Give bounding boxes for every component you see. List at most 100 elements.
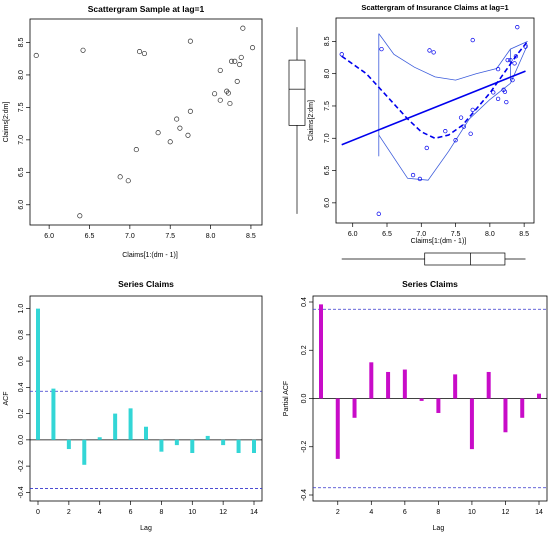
x-tick-label: 8 [436, 509, 440, 516]
y-tick-label: 6.0 [324, 198, 331, 208]
scatter-point [505, 57, 510, 63]
scatter-point [424, 145, 429, 151]
plot-frame [335, 17, 535, 224]
x-tick-label: 7.5 [451, 231, 461, 238]
x-tick-label: 8.0 [206, 233, 216, 240]
scatter-point [141, 50, 147, 57]
scatter-point [443, 129, 448, 134]
smoother-line [341, 40, 529, 140]
x-axis-label: Lag [140, 525, 152, 532]
scatter-point [431, 50, 436, 55]
scatter-point [461, 124, 466, 129]
x-tick-label: 6.0 [44, 233, 54, 240]
plot-frame [29, 18, 263, 226]
y-tick-label: 0.0 [301, 394, 308, 404]
y-axis-label: Claims[2:dm] [3, 102, 10, 143]
y-tick-label: 6.5 [324, 166, 331, 176]
x-tick-label: 6 [129, 509, 133, 516]
x-axis-label: Lag [433, 525, 445, 532]
x-tick-label: 6.0 [348, 231, 358, 238]
x-tick-label: 12 [502, 509, 510, 516]
scatter-point [187, 108, 193, 114]
x-tick-label: 6.5 [85, 233, 95, 240]
chart-title: Series Claims [402, 279, 458, 289]
scatter-point [510, 77, 515, 83]
y-tick-label: 7.0 [18, 135, 25, 145]
scatter-point [234, 78, 240, 84]
scatter-point [33, 52, 39, 59]
y-tick-label: 0.0 [18, 435, 25, 445]
y-boxplot-box [288, 59, 306, 126]
y-tick-label: 0.2 [18, 409, 25, 419]
x-tick-label: 8 [159, 509, 163, 516]
panel-scatter-sample: Scattergram Sample at lag=1 6.0 6.5 7.0 7.5 8… [3, 4, 263, 259]
scatter-point [240, 25, 246, 31]
scatter-point [225, 90, 231, 96]
y-tick-label: 7.0 [324, 133, 331, 143]
y-axis-label: Partial ACF [283, 381, 290, 416]
y-tick-label: -0.2 [18, 460, 25, 472]
x-axis-label: Claims[1:(dm - 1)] [122, 252, 178, 259]
x-tick-label: 10 [188, 509, 196, 516]
y-tick-label: 6.0 [18, 200, 25, 210]
spread-upper-line [378, 33, 528, 81]
y-tick-label: 8.0 [324, 69, 331, 79]
scatter-point [212, 91, 218, 97]
x-tick-label: 2 [67, 509, 71, 516]
scatter-point [217, 67, 223, 73]
x-tick-label: 0 [36, 509, 40, 516]
chart-title: Scattergram of Insurance Claims at lag=1 [361, 3, 508, 12]
scatter-point [339, 52, 344, 57]
x-tick-label: 8.5 [246, 233, 256, 240]
scatter-point [227, 100, 233, 107]
scatter-point [174, 116, 180, 122]
chart-title: Series Claims [118, 279, 174, 289]
scatter-point [136, 49, 143, 55]
x-tick-label: 14 [250, 509, 258, 516]
scatter-point [417, 176, 423, 182]
y-tick-label: 8.0 [18, 70, 25, 80]
scatter-point [217, 97, 223, 103]
x-tick-label: 4 [369, 509, 373, 516]
scatter-point [155, 130, 161, 136]
y-axis-label: ACF [3, 392, 10, 406]
scatter-point [376, 211, 381, 216]
x-tick-label: 14 [535, 509, 543, 516]
scatter-point [232, 58, 238, 64]
y-tick-label: -0.2 [301, 441, 308, 453]
scatter-point [495, 67, 501, 72]
spread-lower-line [378, 44, 528, 181]
scatter-point [513, 54, 519, 59]
panel-acf: Series Claims 0 2 4 6 8 10 12 14 Lag -0.4 -0.2 0.0 0.… [3, 279, 263, 532]
x-tick-label: 7.0 [416, 231, 426, 238]
scatter-point [249, 45, 256, 51]
scatter-point [453, 138, 458, 143]
scatter-point [77, 213, 83, 219]
scatter-point [504, 99, 509, 105]
scatter-point [495, 96, 501, 102]
y-tick-label: 0.4 [18, 382, 25, 392]
scatter-point [238, 54, 244, 60]
regression-line [341, 70, 526, 146]
scatter-point [512, 61, 517, 66]
scatter-point [515, 25, 520, 30]
scatter-point [427, 48, 432, 53]
y-tick-label: 1.0 [18, 304, 25, 314]
y-tick-label: 7.5 [324, 101, 331, 111]
y-axis-label: Claims[2:dm] [308, 100, 315, 141]
panel-pacf: Series Claims 2 4 6 8 10 12 14 Lag -0.4 -0.2 0.0 0.2… [283, 279, 548, 532]
x-tick-label: 4 [98, 509, 102, 516]
scatter-point [237, 61, 243, 68]
scatter-point [379, 46, 384, 52]
scatter-point [177, 125, 183, 131]
y-tick-label: -0.4 [18, 486, 25, 498]
x-tick-label: 6.5 [382, 231, 392, 238]
x-tick-label: 6 [403, 509, 407, 516]
scatter-point [502, 89, 508, 94]
scatter-point [470, 37, 475, 43]
x-tick-label: 8.5 [519, 231, 529, 238]
x-tick-label: 12 [219, 509, 227, 516]
scatter-point [470, 107, 475, 112]
panel-scatter-insurance: Scattergram of Insurance Claims at lag=1… [288, 3, 535, 266]
